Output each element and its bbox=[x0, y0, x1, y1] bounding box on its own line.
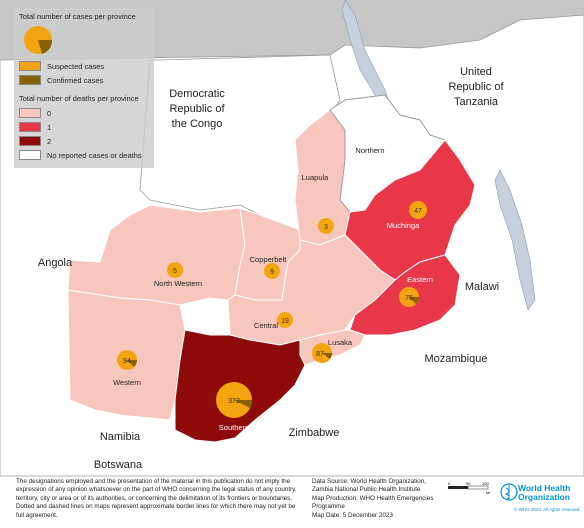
deaths-1-swatch bbox=[19, 122, 41, 132]
scale-0: 0 bbox=[448, 482, 451, 486]
value-western: 94 bbox=[123, 358, 131, 365]
legend-deaths-1-label: 1 bbox=[47, 122, 52, 132]
label-eastern: Eastern bbox=[407, 275, 433, 284]
deaths-0-swatch bbox=[19, 108, 41, 118]
legend-deaths-1: 1 bbox=[19, 122, 51, 132]
bubble-copperbelt bbox=[264, 263, 280, 279]
legend-no-report: No reported cases or deaths bbox=[19, 150, 142, 160]
source-line-3: Map Production: WHO Health Emergencies bbox=[312, 494, 434, 502]
value-central: 19 bbox=[281, 318, 289, 325]
label-lusaka: Lusaka bbox=[328, 338, 353, 347]
legend-title-deaths: Total number of deaths per province bbox=[19, 94, 139, 103]
value-luapula: 3 bbox=[324, 224, 328, 231]
scale-unit: km bbox=[486, 490, 490, 495]
deaths-2-swatch bbox=[19, 136, 41, 146]
lake-malawi bbox=[494, 169, 536, 311]
label-drc-3: the Congo bbox=[172, 118, 223, 130]
bubble-lusaka bbox=[312, 343, 332, 363]
who-name-line-1: World Health bbox=[518, 483, 571, 493]
label-muchinga: Muchinga bbox=[387, 221, 420, 230]
legend-confirmed-label: Confirmed cases bbox=[47, 75, 104, 85]
no-report-swatch bbox=[19, 150, 41, 160]
legend-deaths-2: 2 bbox=[19, 136, 51, 146]
who-emblem-icon bbox=[500, 483, 518, 501]
label-southern: Southern bbox=[219, 423, 249, 432]
source-line-2: Zambia National Public Health Institute bbox=[312, 486, 421, 494]
who-name: World Health Organization bbox=[518, 484, 570, 502]
disclaimer-text: The designations employed and the presen… bbox=[16, 478, 297, 519]
value-copperbelt: 9 bbox=[270, 269, 274, 276]
map-footer: The designations employed and the presen… bbox=[0, 476, 584, 528]
source-line-4: Programme bbox=[312, 503, 345, 511]
bubble-luapula bbox=[318, 218, 334, 234]
label-tanzania-3: Tanzania bbox=[454, 96, 499, 108]
map-legend: Total number of cases per province Suspe… bbox=[14, 8, 154, 168]
label-malawi: Malawi bbox=[465, 281, 499, 293]
legend-no-report-label: No reported cases or deaths bbox=[47, 150, 142, 160]
confirmed-swatch bbox=[19, 75, 41, 85]
label-north-western: North Western bbox=[154, 279, 202, 288]
value-north-western: 5 bbox=[173, 268, 177, 275]
legend-suspected: Suspected cases bbox=[19, 61, 104, 71]
label-tanzania-1: United bbox=[460, 66, 492, 78]
value-eastern: 76 bbox=[405, 295, 413, 302]
legend-suspected-label: Suspected cases bbox=[47, 61, 105, 71]
scale-50: 50 bbox=[466, 482, 471, 486]
source-line-1: Data Source: World Health Organization, bbox=[312, 478, 426, 485]
label-namibia: Namibia bbox=[100, 431, 141, 443]
scale-bar: 0 50 100 km bbox=[448, 482, 490, 495]
label-zimbabwe: Zimbabwe bbox=[289, 427, 340, 439]
label-copperbelt: Copperbelt bbox=[250, 255, 288, 264]
bubble-muchinga bbox=[409, 201, 427, 219]
scale-100: 100 bbox=[482, 482, 489, 486]
legend-deaths-2-label: 2 bbox=[47, 136, 52, 146]
label-angola: Angola bbox=[38, 257, 73, 269]
value-southern: 372 bbox=[228, 398, 240, 405]
who-copyright: © WHO 2023, All rights reserved. bbox=[514, 507, 581, 512]
source-line-5: Map Date: 5 December 2023 bbox=[312, 511, 393, 519]
legend-deaths-0: 0 bbox=[19, 108, 51, 118]
legend-title-cases: Total number of cases per province bbox=[19, 12, 136, 21]
label-western: Western bbox=[113, 378, 141, 387]
legend-deaths-0-label: 0 bbox=[47, 108, 52, 118]
bubble-eastern bbox=[399, 287, 419, 307]
value-muchinga: 47 bbox=[414, 208, 422, 215]
label-drc-1: Democratic bbox=[169, 88, 225, 100]
legend-confirmed: Confirmed cases bbox=[19, 75, 103, 85]
value-lusaka: 87 bbox=[316, 351, 324, 358]
label-luapula: Luapula bbox=[302, 173, 330, 182]
suspected-swatch bbox=[19, 61, 41, 71]
label-tanzania-2: Republic of bbox=[448, 81, 504, 93]
label-drc-2: Republic of bbox=[169, 103, 225, 115]
bubble-central bbox=[277, 312, 293, 328]
label-central: Central bbox=[254, 321, 279, 330]
data-source: Data Source: World Health Organization, … bbox=[312, 478, 444, 520]
bubble-western bbox=[117, 350, 137, 370]
label-northern: Northern bbox=[355, 146, 384, 155]
label-botswana: Botswana bbox=[94, 459, 143, 471]
label-mozambique: Mozambique bbox=[425, 353, 488, 365]
who-name-line-2: Organization bbox=[518, 492, 570, 502]
legend-bubble-icon bbox=[24, 26, 53, 54]
bubble-southern bbox=[216, 382, 252, 418]
bubble-north-western bbox=[167, 262, 183, 278]
